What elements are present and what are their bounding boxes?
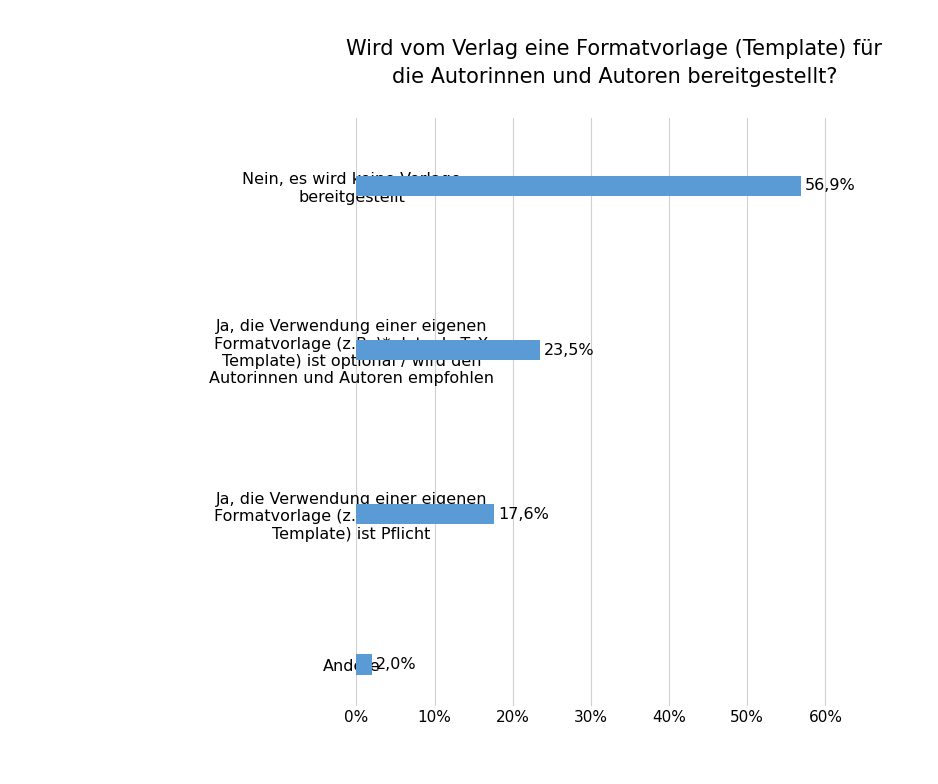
Text: 17,6%: 17,6% [498,506,549,521]
Bar [356,176,801,196]
Text: 56,9%: 56,9% [805,179,855,194]
Bar [356,339,540,361]
Text: 23,5%: 23,5% [544,343,595,358]
Title: Wird vom Verlag eine Formatvorlage (Template) für
die Autorinnen und Autoren ber: Wird vom Verlag eine Formatvorlage (Temp… [346,39,883,87]
Bar [356,655,372,675]
Bar [356,504,494,524]
Text: 2,0%: 2,0% [376,657,416,672]
